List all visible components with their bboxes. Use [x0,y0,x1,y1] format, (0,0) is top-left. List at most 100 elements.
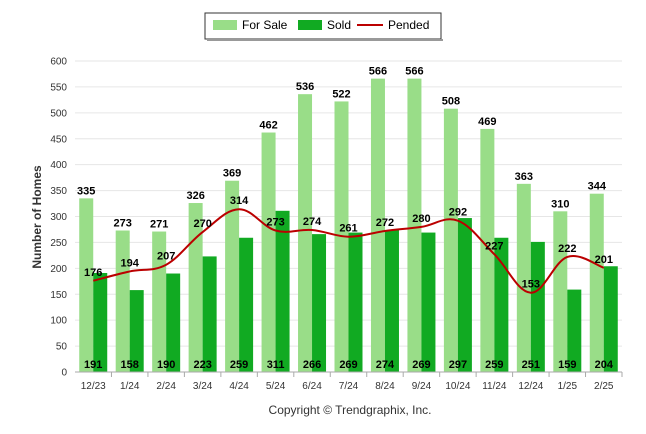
bar-for-sale [188,203,203,372]
data-label-for-sale: 566 [405,66,423,78]
data-label-pended: 272 [376,217,394,229]
data-label-sold: 223 [193,359,211,371]
data-label-pended: 194 [121,257,140,269]
data-label-for-sale: 326 [186,190,204,202]
x-tick-label: 9/24 [412,381,432,392]
data-label-pended: 227 [485,240,503,252]
x-axis-ticks: 12/23 1/24 2/24 3/24 4/24 5/24 6/24 7/24 8/24 9/2… [81,372,623,392]
bar-for-sale [370,78,385,372]
data-label-pended: 176 [84,267,102,279]
data-label-sold: 274 [376,359,395,371]
data-label-pended: 201 [595,254,613,266]
bar-sold [202,256,217,372]
data-label-for-sale: 344 [588,181,607,193]
data-label-for-sale: 369 [223,168,241,180]
x-tick-label: 11/24 [482,381,507,392]
y-tick-label: 100 [50,316,67,327]
y-tick-label: 200 [50,264,67,275]
data-label-sold: 297 [449,359,467,371]
data-label-pended: 292 [449,207,467,219]
copyright-text: Copyright © Trendgraphix, Inc. [269,403,432,417]
data-label-pended: 261 [339,223,357,235]
legend-box [204,12,442,40]
legend-label-for-sale: For Sale [242,18,288,32]
bar-sold [129,290,144,372]
y-axis-label: Number of Homes [30,165,44,269]
data-label-pended: 270 [193,218,211,230]
bar-for-sale [553,211,568,372]
data-label-pended: 280 [412,213,430,225]
data-label-sold: 269 [412,359,430,371]
x-tick-label: 4/24 [229,381,249,392]
bar-for-sale [225,180,240,372]
y-tick-label: 0 [61,368,67,379]
x-tick-label: 6/24 [302,381,322,392]
data-label-for-sale: 462 [259,120,277,132]
legend-swatch-for-sale [213,20,237,30]
data-label-sold: 269 [339,359,357,371]
legend-shadow [207,39,443,41]
y-tick-label: 150 [50,290,67,301]
y-tick-label: 350 [50,186,67,197]
y-tick-label: 550 [50,82,67,93]
data-label-for-sale: 363 [515,171,533,183]
bar-for-sale [589,193,604,372]
data-label-pended: 314 [230,195,249,207]
data-label-sold: 259 [230,359,248,371]
data-labels: 335 191 273 158 271 190 326 223 369 259 462 311 536 2… [77,66,614,371]
bar-sold [166,273,181,372]
bars [79,78,618,373]
bar-sold [457,218,472,372]
legend: For Sale Sold Pended [204,12,443,41]
y-axis-ticks: 0 50 100 150 200 250 300 350 400 450 500 550 600 [50,57,67,379]
data-label-sold: 204 [595,359,614,371]
data-label-pended: 222 [558,243,576,255]
legend-label-sold: Sold [327,18,351,32]
data-label-sold: 259 [485,359,503,371]
x-tick-label: 2/25 [594,381,614,392]
x-tick-label: 12/24 [518,381,543,392]
bar-for-sale [298,94,313,372]
data-label-for-sale: 522 [332,88,350,100]
data-label-for-sale: 273 [114,217,132,229]
bar-sold [93,272,108,372]
data-label-for-sale: 271 [150,219,168,231]
data-label-pended: 274 [303,216,322,228]
y-tick-label: 300 [50,212,67,223]
bar-sold [603,266,618,372]
bar-for-sale [79,198,94,372]
legend-label-pended: Pended [388,18,429,32]
data-label-for-sale: 566 [369,66,387,78]
bar-for-sale [407,78,422,372]
bar-sold [421,232,436,372]
x-tick-label: 2/24 [156,381,176,392]
bar-sold [312,234,327,372]
y-tick-label: 250 [50,238,67,249]
y-tick-label: 50 [56,342,68,353]
y-tick-label: 400 [50,160,67,171]
bar-for-sale [443,108,458,372]
data-label-sold: 191 [84,359,102,371]
x-tick-label: 7/24 [339,381,359,392]
bar-sold [530,241,545,372]
y-tick-label: 500 [50,108,67,119]
data-label-for-sale: 310 [551,198,569,210]
data-label-for-sale: 536 [296,81,314,93]
x-tick-label: 8/24 [375,381,395,392]
x-tick-label: 1/25 [558,381,578,392]
x-tick-label: 5/24 [266,381,286,392]
legend-swatch-sold [298,20,322,30]
y-tick-label: 450 [50,134,67,145]
bar-sold [384,229,399,372]
x-tick-label: 10/24 [445,381,470,392]
x-tick-label: 1/24 [120,381,140,392]
y-tick-label: 600 [50,57,67,68]
data-label-for-sale: 469 [478,116,496,128]
pended-line [92,208,605,294]
bar-sold [567,289,582,372]
data-label-sold: 190 [157,359,175,371]
data-label-sold: 251 [522,359,540,371]
x-tick-label: 12/23 [81,381,106,392]
bar-for-sale [480,128,495,372]
